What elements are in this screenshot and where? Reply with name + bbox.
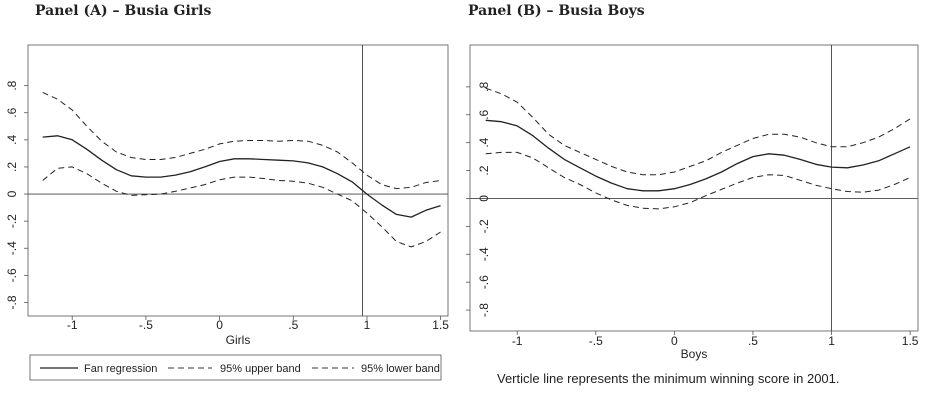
panel-b-y-tick-label: -.2	[477, 219, 491, 233]
panel-b-x-tick-label: .5	[748, 334, 758, 348]
panel-a-series-fan-regression	[42, 135, 441, 218]
panel-b-y-tick-label: .4	[477, 137, 491, 147]
panel-a-x-tick-label: 0	[216, 318, 223, 332]
panel-a-y-tick-label: .2	[5, 162, 19, 172]
panel-a-y-tick-label: .8	[5, 80, 19, 90]
panel-a-series-95-lower-band	[42, 166, 441, 248]
panel-b-y-tick-label: .2	[477, 165, 491, 175]
panel-a-x-tick-label: .5	[288, 318, 298, 332]
panel-a-x-tick-label: -1	[67, 318, 78, 332]
panel-b-y-tick-label: .6	[477, 109, 491, 119]
panel-a-series-95-upper-band	[42, 91, 441, 190]
panel-b-y-tick-label: -.4	[477, 247, 491, 261]
panel-b-x-tick-label: 1	[828, 334, 835, 348]
panel-a-plot-frame	[27, 44, 449, 317]
panel-a-x-tick-label: 1.5	[432, 318, 449, 332]
panel-a-x-tick-label: 1	[364, 318, 371, 332]
panel-a-y-tick-label: .4	[5, 135, 19, 145]
legend-label-upper-band: 95% upper band	[220, 363, 301, 375]
panel-b-note: Verticle line represents the minimum win…	[497, 371, 840, 386]
panel-b-plot-frame	[469, 44, 919, 332]
panel-b-x-tick-label: -.5	[589, 334, 603, 348]
panel-a-y-tick-label: -.6	[5, 268, 19, 282]
panel-a-x-axis-title: Girls	[226, 333, 251, 347]
panel-b-x-tick-label: 0	[671, 334, 678, 348]
panel-b-title: Panel (B) – Busia Boys	[468, 3, 645, 19]
panel-b-series-fan-regression	[485, 119, 911, 192]
panel-a-y-tick-label: -.8	[5, 295, 19, 309]
panel-a-y-tick-label: .6	[5, 107, 19, 117]
panel-a-x-tick-label: -.5	[139, 318, 153, 332]
panel-b-series-95-lower-band	[485, 151, 911, 210]
legend-label-lower-band: 95% lower band	[361, 363, 440, 375]
panel-a-y-tick-label: -.4	[5, 241, 19, 255]
panel-b-y-tick-label: -.6	[477, 275, 491, 289]
panel-b-y-tick-label: -.8	[477, 303, 491, 317]
panel-a-y-tick-label: 0	[5, 190, 19, 197]
panel-b-x-axis-title: Boys	[681, 347, 708, 361]
panel-a-chart: -1 -.5 0 .5 1 1.5 -.8 -.6 -.4 -.2 0 .2 .4 .6 .8 Girls	[5, 45, 449, 347]
panel-b-x-tick-label: -1	[512, 334, 523, 348]
panel-b-y-tick-label: .8	[477, 82, 491, 92]
panel-b-x-tick-label: 1.5	[902, 334, 919, 348]
panel-b-series-95-upper-band	[485, 87, 911, 176]
panel-a-title: Panel (A) – Busia Girls	[35, 3, 212, 19]
panel-a-y-tick-label: -.2	[5, 214, 19, 228]
panel-a-legend-box	[29, 354, 442, 381]
legend-label-fan-regression: Fan regression	[84, 363, 157, 375]
